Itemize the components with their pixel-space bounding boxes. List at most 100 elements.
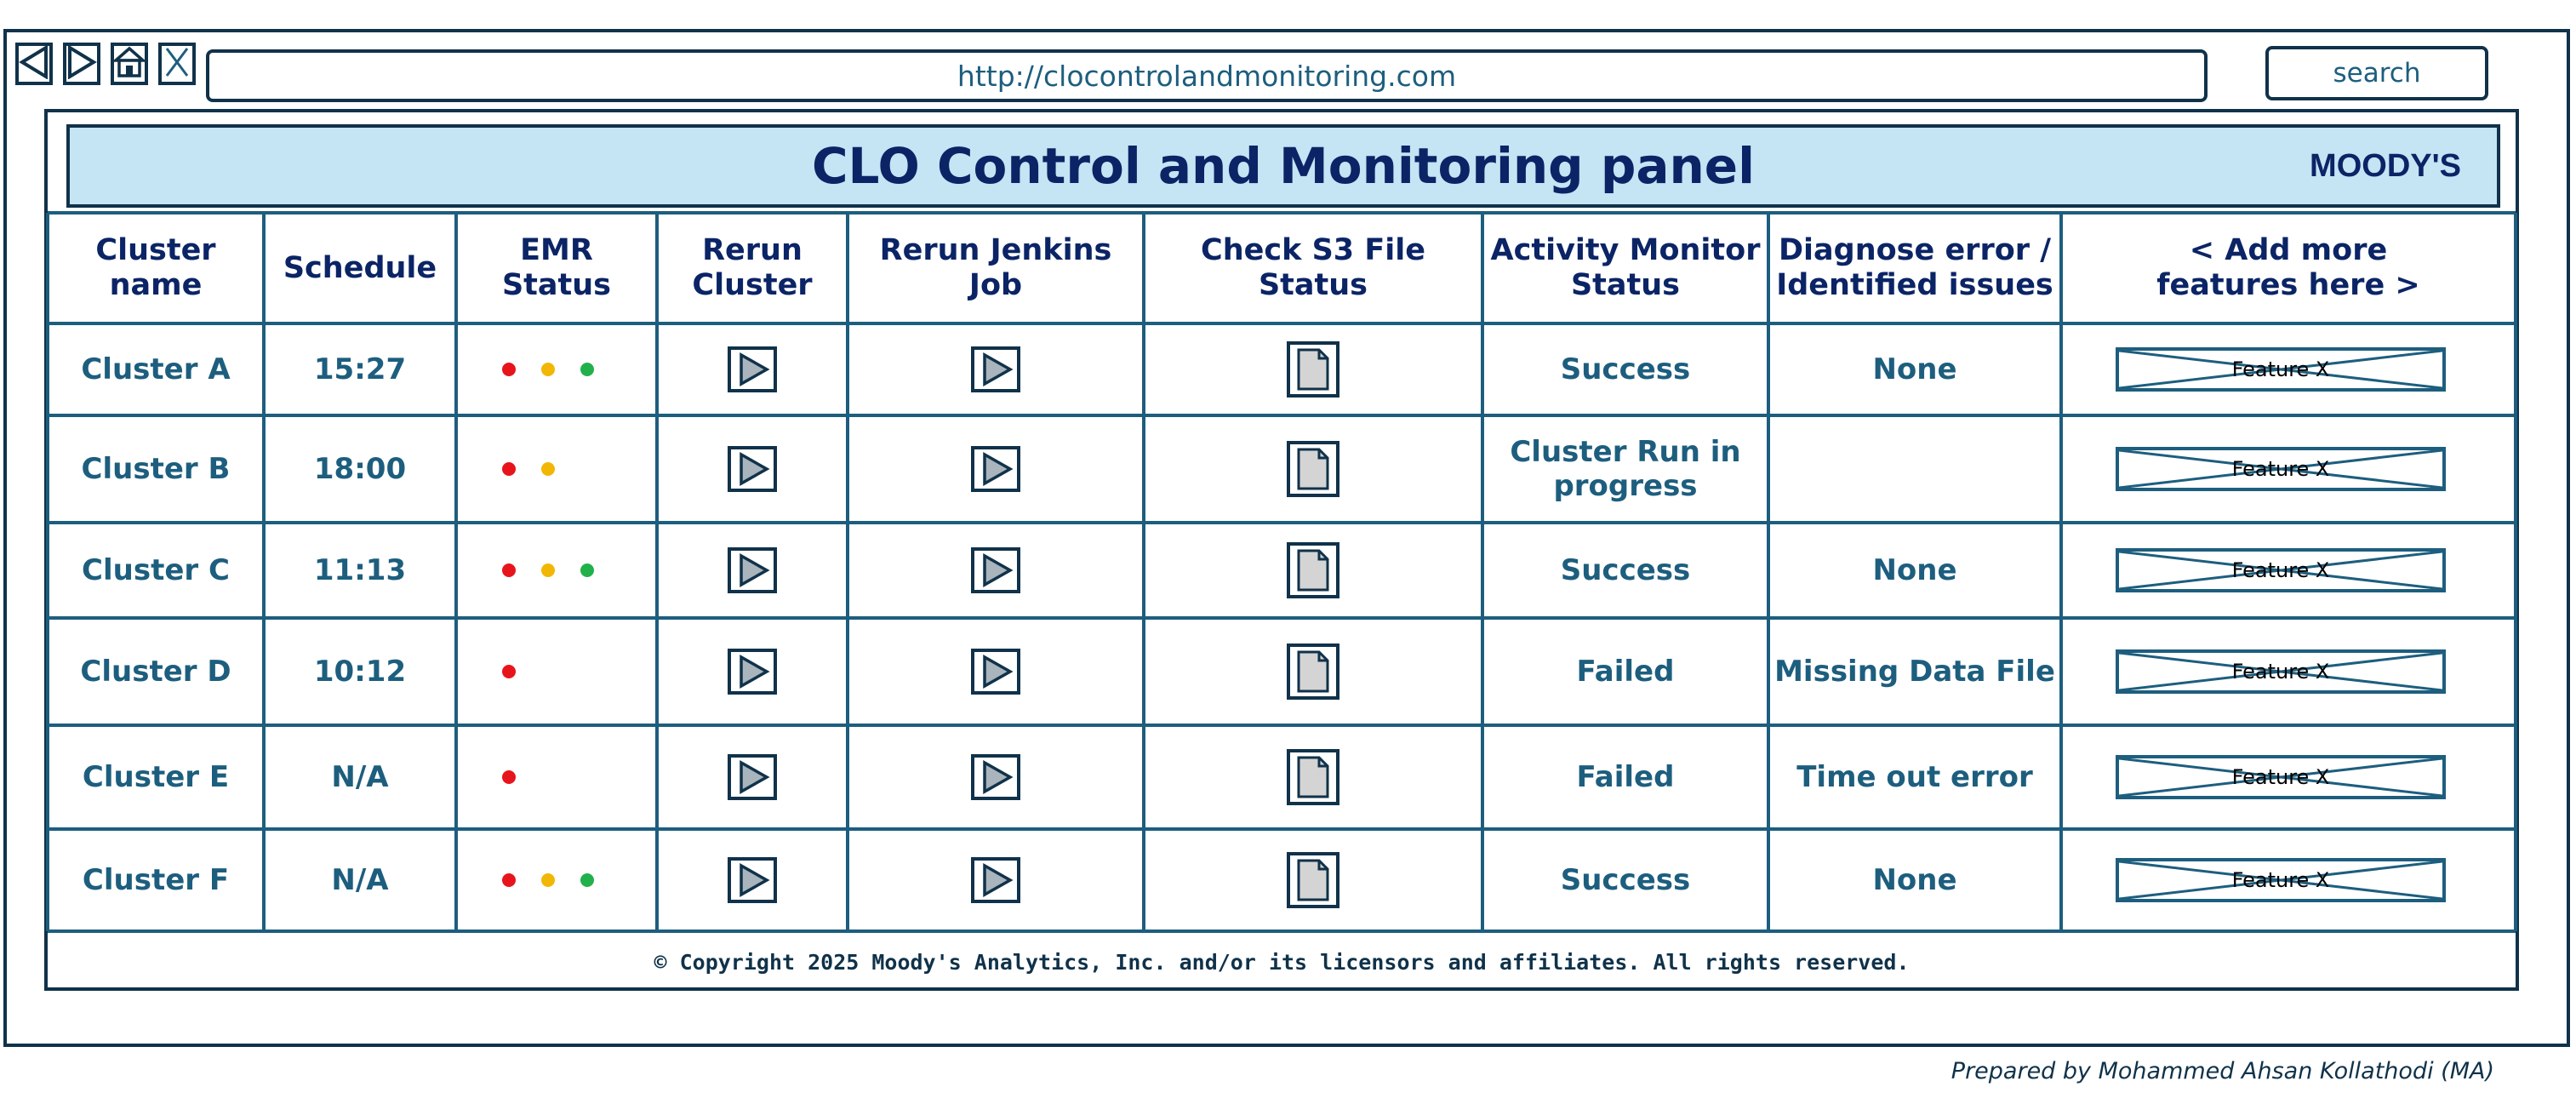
rerun-jenkins-job-button[interactable] xyxy=(971,346,1020,392)
identified-issue: Time out error xyxy=(1796,760,2033,794)
check-s3-file-button[interactable] xyxy=(1287,852,1339,908)
emr-status-dot-red xyxy=(502,363,516,376)
brand-logo: MOODY'S xyxy=(2310,147,2461,184)
rerun-jenkins-job-button[interactable] xyxy=(971,857,1020,903)
emr-status-dot-yellow xyxy=(541,363,555,376)
activity-status: Cluster Run in progress xyxy=(1510,435,1741,503)
column-header: Diagnose error / Identified issues xyxy=(1776,233,2053,302)
play-icon xyxy=(983,654,1014,689)
table-column-divider xyxy=(46,213,49,931)
rerun-jenkins-job-button[interactable] xyxy=(971,446,1020,492)
table-column-divider xyxy=(454,213,458,931)
rerun-jenkins-job-button[interactable] xyxy=(971,547,1020,593)
play-icon xyxy=(740,352,770,387)
table-row-divider xyxy=(48,930,2516,933)
table-row-divider xyxy=(48,827,2516,831)
rerun-cluster-button[interactable] xyxy=(728,754,777,800)
emr-status-dot-red xyxy=(502,563,516,577)
check-s3-file-button[interactable] xyxy=(1287,542,1339,598)
column-header: Check S3 File Status xyxy=(1201,233,1425,302)
feature-placeholder[interactable]: Feature X xyxy=(2116,755,2446,799)
table-column-divider xyxy=(655,213,659,931)
table-column-divider xyxy=(2514,213,2517,931)
file-icon xyxy=(1297,549,1329,592)
cluster-name: Cluster C xyxy=(82,553,230,587)
back-button[interactable] xyxy=(15,43,53,85)
play-icon xyxy=(983,759,1014,795)
cluster-name: Cluster E xyxy=(82,760,230,794)
rerun-cluster-button[interactable] xyxy=(728,446,777,492)
feature-label: Feature X xyxy=(2231,358,2330,381)
emr-status-dot-red xyxy=(502,873,516,887)
column-header: EMR Status xyxy=(501,233,612,302)
schedule-time: 10:12 xyxy=(313,655,407,689)
feature-label: Feature X xyxy=(2231,457,2330,481)
emr-status-dot-red xyxy=(502,770,516,784)
check-s3-file-button[interactable] xyxy=(1287,441,1339,497)
home-button[interactable] xyxy=(111,43,148,85)
column-header: < Add more features here > xyxy=(2156,233,2420,302)
browser-window xyxy=(3,29,2570,1047)
feature-placeholder[interactable]: Feature X xyxy=(2116,347,2446,392)
rerun-cluster-button[interactable] xyxy=(728,857,777,903)
emr-status-dot-green xyxy=(580,873,594,887)
feature-placeholder[interactable]: Feature X xyxy=(2116,447,2446,491)
address-bar[interactable]: http://clocontrolandmonitoring.com xyxy=(206,49,2208,102)
table-row-divider xyxy=(48,616,2516,620)
emr-status-dot-red xyxy=(502,462,516,476)
column-header: Cluster name xyxy=(95,233,216,302)
rerun-jenkins-job-button[interactable] xyxy=(971,649,1020,695)
emr-status-dot-red xyxy=(502,665,516,678)
close-button[interactable] xyxy=(158,43,196,85)
feature-placeholder[interactable]: Feature X xyxy=(2116,649,2446,694)
feature-label: Feature X xyxy=(2231,868,2330,892)
file-icon xyxy=(1297,650,1329,693)
table-column-divider xyxy=(1767,213,1770,931)
play-icon xyxy=(983,451,1014,487)
table-column-divider xyxy=(262,213,266,931)
feature-label: Feature X xyxy=(2231,558,2330,582)
rerun-cluster-button[interactable] xyxy=(728,346,777,392)
forward-button[interactable] xyxy=(63,43,100,85)
play-icon xyxy=(740,451,770,487)
table-row-divider xyxy=(48,211,2516,215)
play-icon xyxy=(740,654,770,689)
rerun-cluster-button[interactable] xyxy=(728,547,777,593)
emr-status-dot-yellow xyxy=(541,873,555,887)
play-icon xyxy=(983,352,1014,387)
check-s3-file-button[interactable] xyxy=(1287,749,1339,805)
forward-icon xyxy=(66,44,97,83)
check-s3-file-button[interactable] xyxy=(1287,341,1339,398)
url-text: http://clocontrolandmonitoring.com xyxy=(957,59,1457,93)
feature-label: Feature X xyxy=(2231,660,2330,684)
table-row-divider xyxy=(48,724,2516,727)
rerun-cluster-button[interactable] xyxy=(728,649,777,695)
check-s3-file-button[interactable] xyxy=(1287,644,1339,700)
schedule-time: 18:00 xyxy=(313,452,407,486)
table-row-divider xyxy=(48,414,2516,417)
search-button[interactable]: search xyxy=(2265,46,2488,100)
identified-issue: None xyxy=(1872,352,1957,386)
schedule-time: 11:13 xyxy=(313,553,407,587)
schedule-time: N/A xyxy=(331,863,389,897)
cluster-name: Cluster D xyxy=(80,655,231,689)
play-icon xyxy=(983,862,1014,898)
schedule-time: N/A xyxy=(331,760,389,794)
emr-status-dot-yellow xyxy=(541,563,555,577)
feature-placeholder[interactable]: Feature X xyxy=(2116,858,2446,902)
activity-status: Success xyxy=(1560,863,1691,897)
title-bar: CLO Control and Monitoring panel MOODY'S xyxy=(66,124,2500,208)
rerun-jenkins-job-button[interactable] xyxy=(971,754,1020,800)
column-header: Schedule xyxy=(283,250,437,285)
home-icon xyxy=(111,45,147,83)
feature-label: Feature X xyxy=(2231,765,2330,789)
page-title: CLO Control and Monitoring panel xyxy=(811,137,1755,195)
play-icon xyxy=(740,552,770,588)
table-column-divider xyxy=(1142,213,1145,931)
play-icon xyxy=(740,862,770,898)
file-icon xyxy=(1297,348,1329,391)
activity-status: Failed xyxy=(1576,760,1675,794)
feature-placeholder[interactable]: Feature X xyxy=(2116,548,2446,592)
file-icon xyxy=(1297,448,1329,490)
file-icon xyxy=(1297,859,1329,901)
